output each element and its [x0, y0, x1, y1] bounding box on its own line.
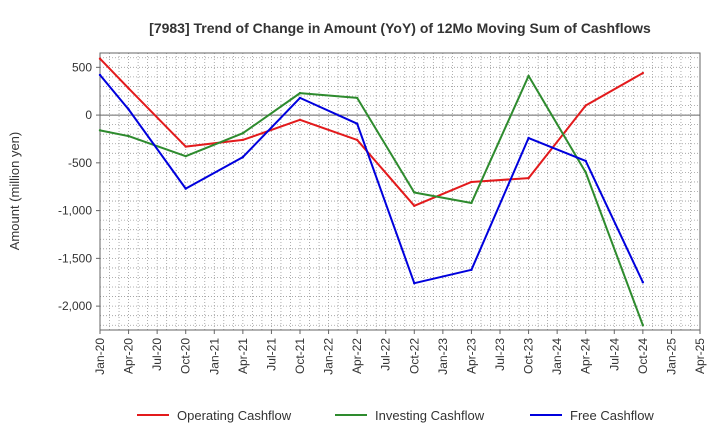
data-point — [641, 71, 645, 75]
legend-label: Investing Cashflow — [375, 408, 485, 423]
x-tick-label: Oct-23 — [522, 338, 536, 374]
data-point — [355, 96, 359, 100]
x-tick-label: Jul-24 — [607, 338, 621, 371]
data-point — [127, 87, 130, 90]
data-point — [355, 122, 359, 125]
data-point — [184, 187, 187, 190]
data-point — [98, 129, 102, 132]
data-point — [584, 104, 587, 107]
data-point — [527, 136, 530, 140]
data-point — [241, 138, 245, 142]
data-point — [413, 204, 416, 208]
data-point — [413, 281, 416, 285]
x-tick-label: Oct-24 — [636, 338, 650, 374]
data-point — [241, 155, 245, 159]
data-point — [298, 118, 302, 122]
legend-label: Operating Cashflow — [177, 408, 292, 423]
x-tick-label: Jul-23 — [493, 338, 507, 371]
plot-area-border — [99, 52, 701, 331]
data-point — [413, 191, 416, 194]
data-point — [584, 171, 587, 174]
data-point — [641, 281, 645, 284]
x-tick-label: Jan-22 — [322, 338, 336, 375]
x-tick-label: Jul-22 — [379, 338, 393, 371]
data-point — [527, 176, 530, 180]
data-point — [98, 57, 102, 60]
data-point — [241, 132, 245, 135]
legend-label: Free Cashflow — [570, 408, 654, 423]
data-point — [127, 108, 130, 111]
x-tick-label: Jan-24 — [550, 338, 564, 375]
y-tick-label: -1,000 — [58, 204, 92, 218]
series-line-free-cashflow — [99, 74, 644, 285]
data-point — [470, 201, 473, 205]
y-tick-label: 0 — [85, 108, 92, 122]
data-point — [527, 74, 530, 78]
legend: Operating Cashflow Investing Cashflow Free… — [137, 408, 654, 423]
chart-title: [7983] Trend of Change in Amount (YoY) o… — [149, 20, 651, 36]
x-tick-label: Apr-22 — [350, 338, 364, 374]
x-tick-label: Apr-25 — [693, 338, 707, 374]
x-tick-label: Oct-20 — [179, 338, 193, 374]
x-tick-label: Jul-20 — [150, 338, 164, 371]
data-point — [184, 145, 187, 148]
y-tick-label: -1,500 — [58, 251, 92, 265]
data-point — [470, 180, 473, 184]
data-point — [127, 134, 130, 138]
data-point — [298, 91, 302, 95]
data-point — [584, 159, 587, 163]
x-tick-label: Jan-25 — [664, 338, 678, 375]
y-axis-label: Amount (million yen) — [7, 132, 22, 251]
x-tick-label: Jan-20 — [93, 338, 107, 375]
x-tick-label: Apr-23 — [464, 338, 478, 374]
x-tick-label: Apr-20 — [122, 338, 136, 374]
y-tick-label: -2,000 — [58, 299, 92, 313]
data-point — [470, 268, 473, 272]
x-tick-label: Apr-21 — [236, 338, 250, 374]
x-tick-label: Jan-23 — [436, 338, 450, 375]
data-point — [641, 324, 645, 327]
x-tick-label: Jul-21 — [264, 338, 278, 371]
x-tick-label: Oct-21 — [293, 338, 307, 374]
data-point — [184, 154, 187, 158]
series-line-investing-cashflow — [99, 74, 644, 326]
data-point — [355, 138, 359, 142]
x-tick-label: Apr-24 — [579, 338, 593, 374]
data-point — [298, 96, 302, 100]
x-tick-label: Jan-21 — [207, 338, 221, 375]
y-tick-label: 500 — [72, 60, 92, 74]
x-tick-label: Oct-22 — [407, 338, 421, 374]
data-point — [98, 73, 102, 77]
y-tick-label: -500 — [68, 156, 92, 170]
